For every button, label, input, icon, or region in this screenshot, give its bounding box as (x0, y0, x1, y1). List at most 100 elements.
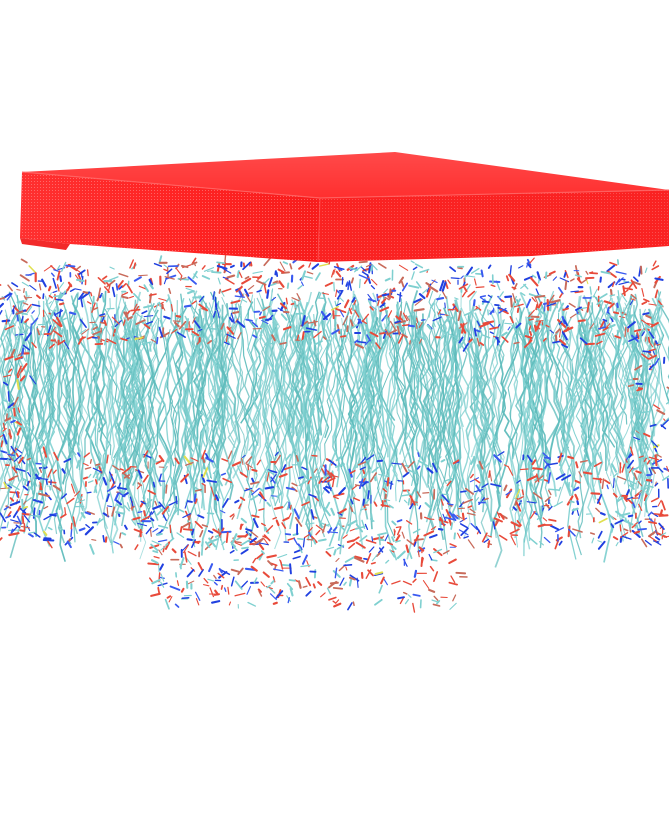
lipid-headgroup (165, 274, 177, 280)
lipid-headgroup (99, 338, 109, 343)
lipid-headgroup (569, 278, 575, 282)
lipid-headgroup (77, 452, 81, 457)
lipid-headgroup (250, 494, 259, 501)
lipid-headgroup (635, 470, 643, 475)
lipid-headgroup (657, 499, 662, 507)
lipid-headgroup (585, 270, 589, 275)
lipid-headgroup (198, 303, 209, 312)
lipid-tail (491, 308, 522, 507)
lipid-headgroup (616, 302, 619, 309)
lipid-headgroup (187, 551, 197, 557)
lipid-headgroup (301, 466, 308, 471)
lipid-headgroup (624, 517, 628, 523)
lipid-headgroup (354, 525, 366, 530)
lipid-headgroup (269, 593, 277, 601)
lipid-headgroup (12, 396, 19, 407)
lipid-headgroup (631, 501, 636, 508)
lipid-headgroup (468, 338, 473, 343)
lipid-headgroup (534, 324, 538, 330)
lipid-tail (208, 293, 245, 479)
lipid-headgroup (262, 571, 270, 578)
lipid-headgroup (197, 514, 205, 519)
lipid-tail (656, 305, 669, 403)
lipid-headgroup (563, 271, 567, 278)
lipid-headgroup (552, 276, 558, 281)
lipid-headgroup (163, 276, 168, 285)
lipid-headgroup (174, 321, 180, 328)
lipid-headgroup (544, 496, 551, 503)
lipid-headgroup (473, 327, 478, 337)
lipid-tail (364, 323, 383, 446)
lipid-tail (387, 315, 400, 502)
lipid-headgroup (457, 310, 462, 322)
lipid-headgroup (520, 292, 526, 296)
lipid-tail (71, 293, 107, 433)
lipid-headgroup (7, 453, 15, 457)
lipid-headgroup (548, 489, 552, 496)
lipid-headgroup (112, 328, 116, 337)
lipid-headgroup (201, 275, 211, 280)
lipid-headgroup (330, 507, 335, 516)
lipid-headgroup (288, 512, 292, 518)
lipid-headgroup (348, 307, 353, 315)
lipid-headgroup (589, 272, 599, 275)
lipid-headgroup (483, 497, 489, 501)
lipid-headgroup (239, 496, 246, 501)
lipid-headgroup (475, 526, 482, 535)
lipid-headgroup (330, 305, 340, 311)
lipid-headgroup (271, 334, 276, 342)
lipid-headgroup (62, 340, 70, 350)
lipid-headgroup (413, 308, 425, 312)
lipid-headgroup (270, 476, 276, 484)
lipid-headgroup (336, 302, 342, 307)
lipid-headgroup (615, 510, 625, 519)
lipid-tail (65, 317, 87, 528)
lipid-headgroup (115, 499, 123, 506)
lipid-tail (240, 301, 262, 424)
lipid-headgroup (553, 501, 563, 508)
lipid-headgroup (412, 528, 421, 534)
lipid-headgroup (449, 266, 457, 273)
lipid-headgroup (47, 540, 53, 549)
lipid-headgroup (499, 308, 509, 315)
lipid-tail (583, 302, 599, 439)
lipid-headgroup (234, 580, 243, 590)
lipid-headgroup (151, 540, 162, 546)
lipid-headgroup (201, 449, 206, 460)
lipid-tail (421, 315, 448, 489)
lipid-headgroup (337, 267, 343, 271)
lipid-headgroup (247, 601, 257, 607)
lipid-headgroup (374, 598, 383, 606)
lipid-headgroup (116, 503, 124, 509)
lipid-headgroup (401, 282, 409, 292)
lipid-headgroup (119, 337, 128, 342)
lipid-tail (157, 307, 187, 467)
lipid-headgroup (652, 260, 657, 267)
lipid-headgroup (433, 571, 439, 583)
lipid-headgroup (47, 526, 53, 531)
lipid-headgroup (140, 500, 146, 505)
lipid-headgroup (624, 326, 627, 338)
lipid-headgroup (149, 283, 154, 290)
lipid-headgroup (133, 276, 142, 282)
lipid-headgroup (182, 528, 193, 531)
lipid-headgroup (89, 543, 95, 555)
lipid-headgroup (185, 287, 196, 292)
lipid-headgroup (74, 288, 82, 291)
lipid-headgroup (19, 274, 30, 282)
lipid-headgroup (572, 528, 583, 533)
lipid-headgroup (4, 325, 15, 331)
lipid-headgroup (149, 293, 157, 297)
lipid-headgroup (628, 466, 634, 474)
lipid-headgroup (457, 266, 463, 270)
lipid-headgroup (158, 563, 160, 573)
lipid-headgroup (626, 450, 632, 458)
lipid-headgroup (153, 262, 163, 267)
lipid-headgroup (158, 501, 166, 511)
lipid-headgroup (369, 328, 375, 331)
lipid-headgroup (221, 530, 232, 534)
lipid-headgroup (574, 290, 584, 294)
lipid-headgroup (659, 509, 663, 517)
